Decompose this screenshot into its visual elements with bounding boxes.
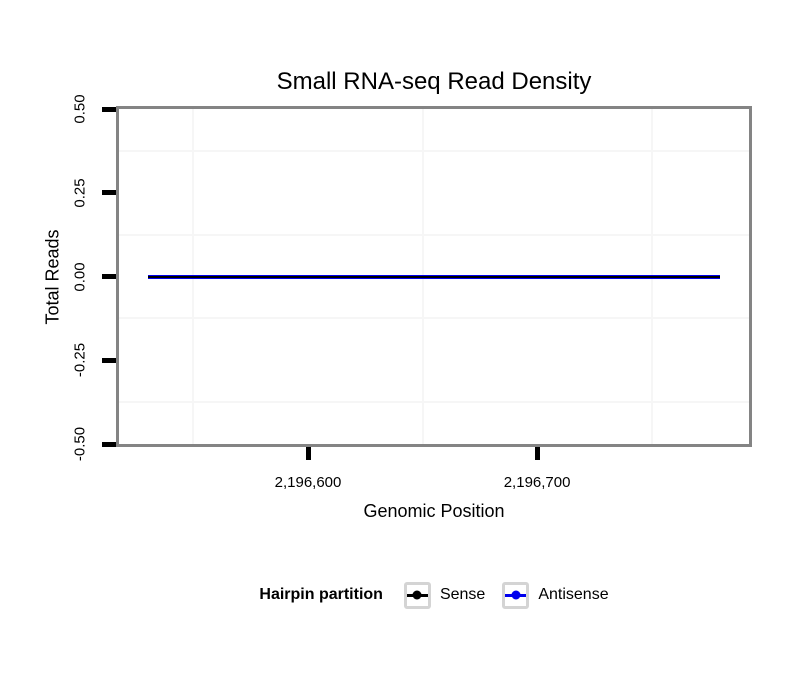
y-tick-mark: [102, 190, 116, 196]
y-minor-gridline: [119, 401, 749, 404]
y-minor-gridline: [119, 149, 749, 152]
legend-entry-sense: Sense: [403, 581, 486, 609]
x-tick-mark: [305, 447, 311, 460]
legend: Hairpin partition Sense Antisense: [117, 580, 751, 610]
y-tick-label: -0.25: [71, 343, 89, 378]
x-tick-label: 2,196,700: [503, 474, 571, 491]
legend-entries: Sense Antisense: [403, 581, 609, 609]
x-tick-label: 2,196,600: [274, 474, 342, 491]
legend-entry-label: Antisense: [538, 586, 609, 603]
y-axis-title: Total Reads: [42, 229, 63, 325]
legend-key-icon: [502, 581, 530, 609]
chart-title: Small RNA-seq Read Density: [276, 68, 592, 95]
y-tick-mark: [102, 441, 116, 447]
y-tick-label: 0.50: [71, 94, 89, 124]
y-tick-label: -0.50: [71, 426, 89, 462]
y-tick-label: 0.00: [71, 261, 89, 292]
y-minor-gridline: [119, 233, 749, 236]
x-tick-mark: [534, 447, 540, 460]
plot-panel: [116, 106, 752, 447]
y-tick-mark: [102, 106, 116, 112]
legend-key-icon: [403, 581, 431, 609]
legend-entry-label: Sense: [439, 586, 486, 603]
legend-title: Hairpin partition: [259, 586, 383, 603]
x-axis-title: Genomic Position: [363, 501, 505, 521]
series-line-sense: [147, 275, 721, 278]
y-minor-gridline: [119, 317, 749, 320]
plot-panel-inner: [119, 109, 749, 444]
y-tick-mark: [102, 274, 116, 279]
legend-entry-antisense: Antisense: [502, 581, 609, 609]
y-tick-label: 0.25: [71, 178, 89, 208]
y-tick-mark: [102, 357, 116, 363]
